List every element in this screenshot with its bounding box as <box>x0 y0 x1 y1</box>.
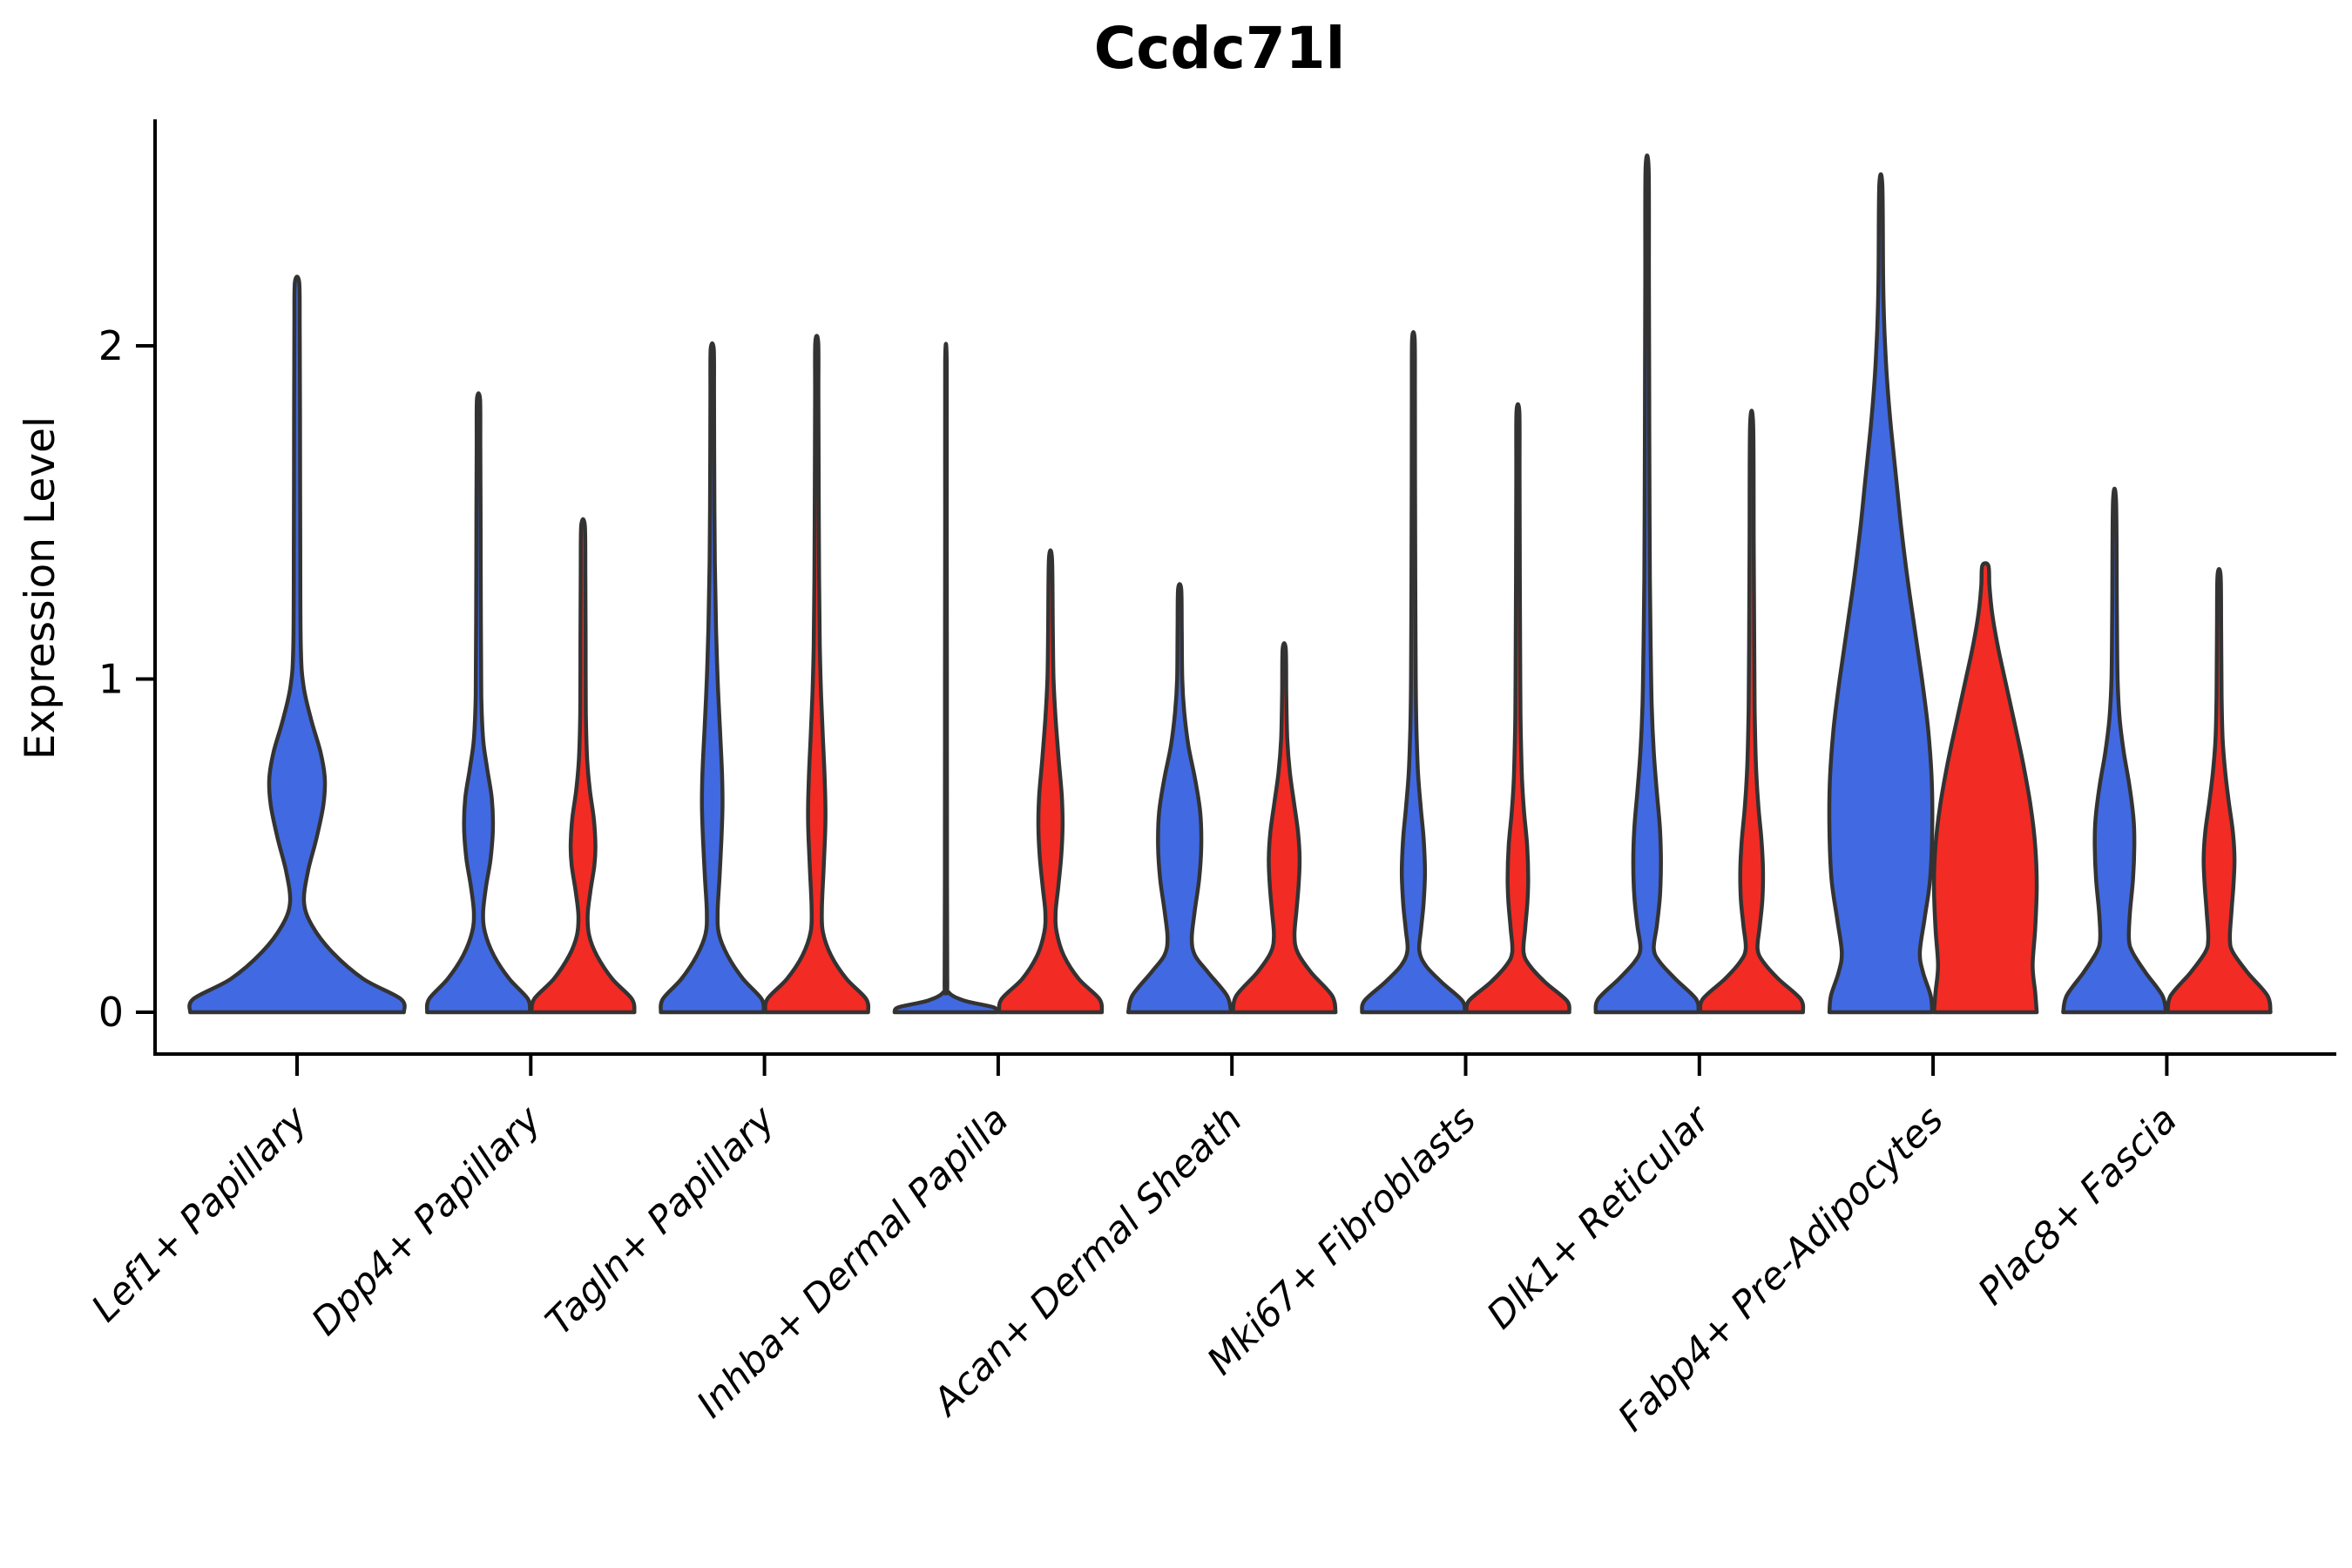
violin-red-inhba-dermal-papilla <box>997 548 1105 1015</box>
plot-title: Ccdc71l <box>1094 15 1345 82</box>
violin-blue-mki67-fibroblasts <box>1360 329 1467 1015</box>
violin-blue-inhba-dermal-papilla <box>892 341 1000 1015</box>
violin-red-tagln-papillary <box>763 334 871 1015</box>
violin-red-dpp4-papillary <box>530 517 637 1015</box>
y-tick-label: 1 <box>98 656 124 703</box>
violin-blue-dpp4-papillary <box>424 391 532 1015</box>
x-category-label: Plac8+ Fascia <box>1970 1098 2186 1314</box>
violin-red-mki67-fibroblasts <box>1464 402 1571 1015</box>
violin-blue-acan-dermal-sheath <box>1125 582 1233 1015</box>
violin-group <box>187 153 2273 1015</box>
violin-blue-tagln-papillary <box>659 341 766 1015</box>
violin-red-dlk1-reticular <box>1698 409 1806 1015</box>
x-category-label: Dlk1+ Reticular <box>1478 1097 1720 1338</box>
y-tick-group: 0 1 2 <box>98 322 155 1036</box>
violin-red-acan-dermal-sheath <box>1230 641 1338 1015</box>
violin-blue-lef1-papillary <box>187 274 407 1015</box>
violin-red-plac8-fascia <box>2166 567 2273 1015</box>
violin-blue-plac8-fascia <box>2061 486 2168 1015</box>
violin-blue-fabp4-pre-adipocytes <box>1827 172 1935 1015</box>
violin-blue-dlk1-reticular <box>1593 153 1701 1015</box>
y-axis: 0 1 2 <box>98 119 157 1056</box>
y-tick-label: 2 <box>98 322 124 369</box>
x-category-label: Dpp4+ Papillary <box>303 1098 550 1344</box>
x-category-label: Tagln+ Papillary <box>537 1098 784 1344</box>
y-tick-label: 0 <box>98 989 124 1036</box>
x-category-label: Mki67+ Fibroblasts <box>1199 1098 1484 1383</box>
x-category-label: Lef1+ Papillary <box>84 1098 316 1330</box>
violin-red-fabp4-pre-adipocytes <box>1931 561 2039 1015</box>
x-tick-group <box>295 1054 2169 1076</box>
y-axis-label: Expression Level <box>17 416 64 760</box>
